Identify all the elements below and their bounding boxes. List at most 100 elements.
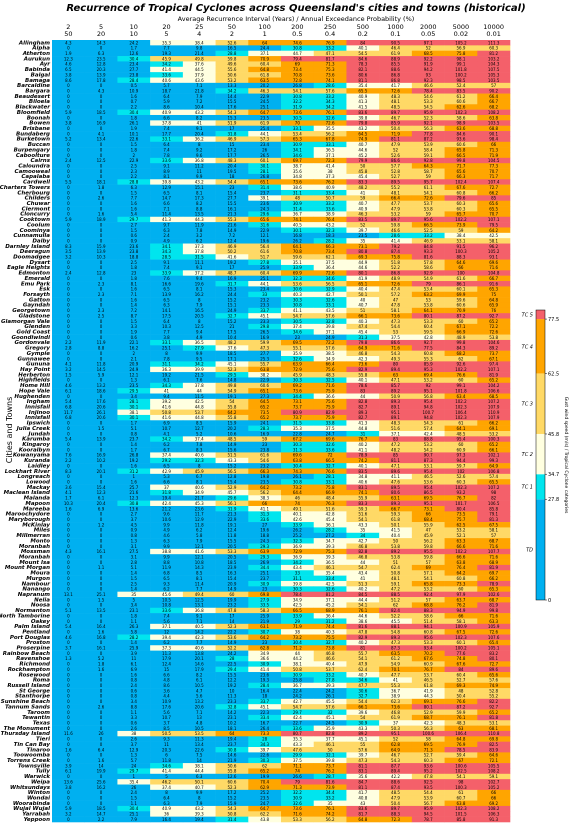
heatmap-cell [215,307,249,314]
heatmap-cell [411,152,445,159]
heatmap-cell [248,479,282,485]
heatmap-cell [477,345,511,351]
y-axis-label: Cities and Towns [5,397,14,464]
cell-value-label: 34.9 [195,490,204,495]
heatmap-cell [182,222,216,228]
heatmap-cell [150,93,184,100]
cell-value-label: 65.1 [358,281,367,286]
cell-value-label: 22.6 [195,747,204,752]
heatmap-cell [379,420,413,426]
cell-value-label: 95.1 [391,410,400,415]
heatmap-cell [84,216,118,223]
aep-tick-label: 4 [197,30,201,38]
heatmap-cell [52,554,86,560]
cell-value-label: 66.2 [489,421,498,426]
cell-value-label: 24.2 [293,694,302,699]
cell-value-label: 17.7 [227,153,236,158]
cell-value-label: 31.3 [293,447,302,452]
heatmap-cell [346,431,380,437]
heatmap-cell [52,484,86,491]
heatmap-cell [117,93,151,100]
cell-value-label: 65.8 [456,147,465,152]
heatmap-cell [346,318,380,325]
cell-value-label: 50.7 [326,196,335,201]
heatmap-cell [150,398,184,405]
heatmap-cell [182,206,216,212]
cell-value-label: 74.9 [489,683,498,688]
cell-value-label: 39.1 [260,196,269,201]
cell-value-label: 1.6 [98,667,105,672]
cell-value-label: 67.6 [456,662,465,667]
cell-value-label: 26.1 [129,121,138,126]
cell-value-label: 0.7 [131,99,138,104]
cell-value-label: 65.6 [260,217,269,222]
cell-value-label: 62.6 [456,105,465,110]
heatmap-cell [477,463,511,469]
cell-value-label: 85 [491,196,497,201]
cell-value-label: 0 [100,672,103,677]
cell-value-label: 60 [458,319,464,324]
cell-value-label: 21.6 [227,222,236,227]
cell-value-label: 108.2 [488,769,500,774]
heatmap-cell [444,538,478,544]
cell-value-label: 69 [295,62,301,67]
cell-value-label: 34.6 [326,276,335,281]
heatmap-cell [346,345,380,351]
cell-value-label: 7.8 [163,356,170,361]
cell-value-label: 18.5 [227,351,236,356]
cell-value-label: 11.3 [162,651,171,656]
cell-value-label: 87.2 [424,137,433,142]
heatmap-cell [411,264,445,271]
cell-value-label: 102.1 [488,453,500,458]
cell-value-label: 0 [67,554,70,559]
cell-value-label: 7.7 [131,196,138,201]
cell-value-label: 81.9 [489,565,498,570]
heatmap-cell [117,98,151,105]
heatmap-cell [117,500,151,507]
heatmap-cell [52,414,86,421]
heatmap-cell [411,505,445,512]
cell-value-label: 40.6 [358,479,367,484]
cell-value-label: 105.2 [455,40,467,45]
cell-value-label: 73.8 [326,646,335,651]
cell-value-label: 54.4 [358,699,367,704]
cell-value-label: 71.6 [489,613,498,618]
heatmap-cell [281,398,315,405]
cell-value-label: 81.6 [358,624,367,629]
heatmap-cell [379,184,413,191]
cell-value-label: 65.2 [260,405,269,410]
cell-value-label: 44.7 [293,51,302,56]
cell-value-label: 0 [67,147,70,152]
heatmap-cell [313,98,347,105]
heatmap-cell [444,473,478,480]
cell-value-label: 6.5 [163,463,170,468]
cell-value-label: 8.6 [65,78,72,83]
cell-value-label: 16.6 [162,281,171,286]
heatmap-cell [215,141,249,148]
cell-value-label: 15 [229,142,235,147]
heatmap-cell [52,136,86,143]
heatmap-cell [281,254,315,260]
cell-value-label: 57.8 [424,260,433,265]
heatmap-cell [411,281,445,287]
cell-value-label: 47.8 [227,608,236,613]
heatmap-cell [379,532,413,539]
heatmap-cell [117,50,151,57]
cell-value-label: 16.8 [97,635,106,640]
heatmap-cell [411,88,445,94]
cell-value-label: 23.3 [260,303,269,308]
heatmap-cell [150,286,184,293]
cell-value-label: 5.2 [98,656,105,661]
heatmap-cell [117,131,151,137]
heatmap-cell [215,479,249,485]
heatmap-cell [248,254,282,260]
cell-value-label: 24.9 [227,308,236,313]
heatmap-cell [215,484,249,491]
cell-value-label: 52.6 [227,40,236,45]
heatmap-cell [117,388,151,394]
cell-value-label: 64.9 [358,346,367,351]
heatmap-cell [215,559,249,566]
cell-value-label: 6.1 [196,678,203,683]
cell-value-label: 27.7 [260,351,269,356]
cell-value-label: 37.3 [326,174,335,179]
